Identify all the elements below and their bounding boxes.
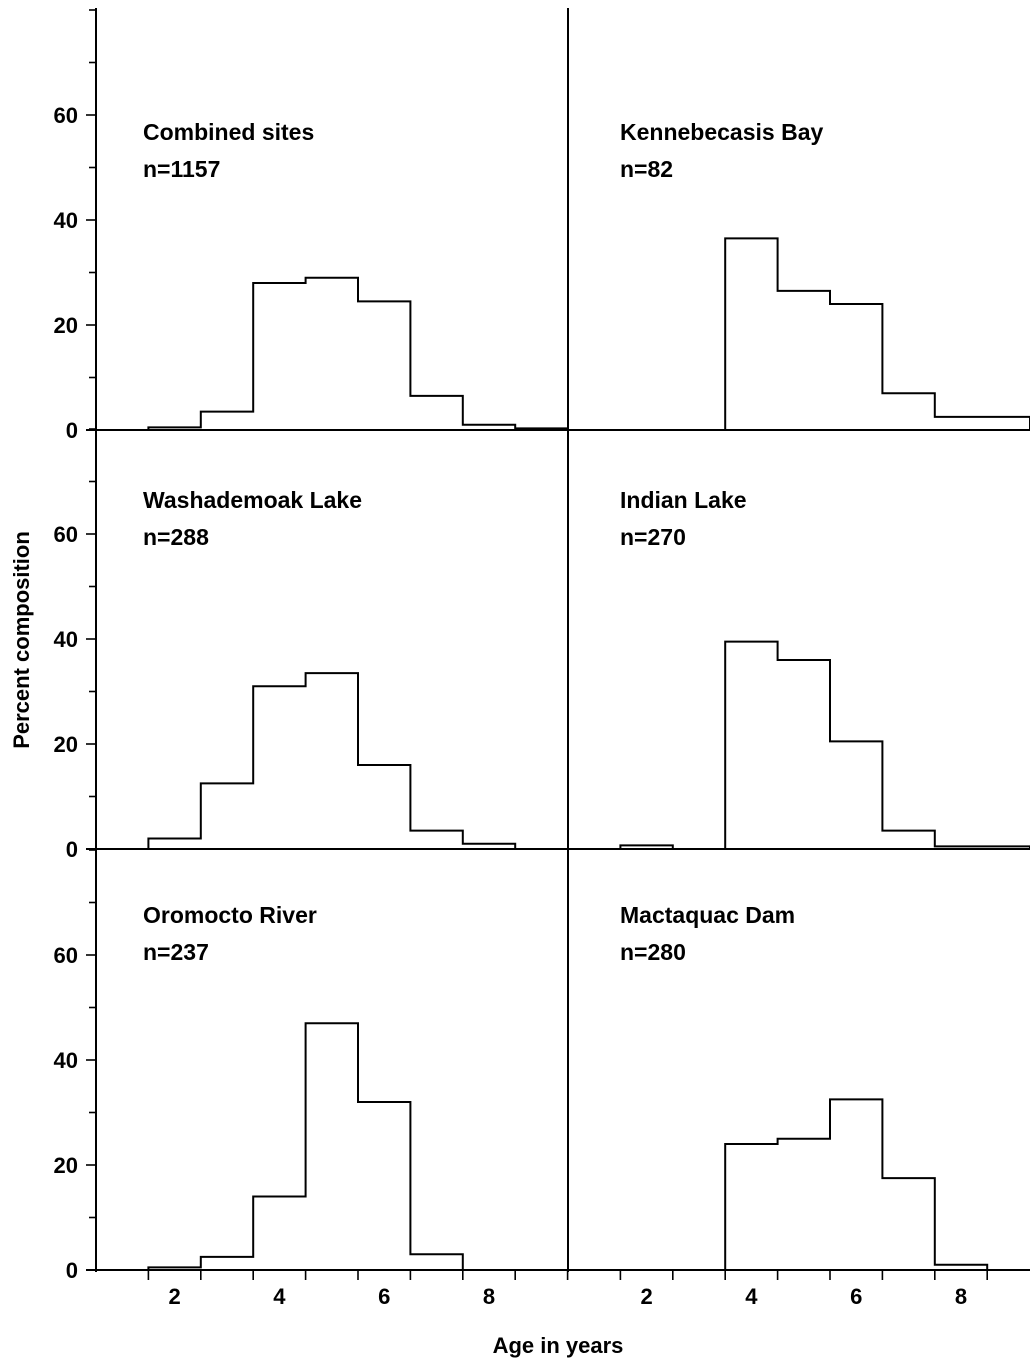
histogram-series-2 — [620, 237, 1030, 431]
panel-sample-size: n=82 — [620, 156, 673, 182]
y-tick-label: 40 — [54, 1048, 78, 1073]
histogram-bar — [253, 1197, 305, 1271]
histogram-bar — [935, 417, 987, 430]
panel-title: Kennebecasis Bay — [620, 119, 823, 145]
x-axis-label: Age in years — [492, 1333, 624, 1358]
x-tick-label: 2 — [640, 1284, 652, 1309]
histogram-bar — [358, 765, 410, 849]
y-axis-label: Percent composition — [9, 531, 34, 749]
histogram-bar — [778, 291, 830, 430]
histogram-bar — [830, 741, 882, 849]
histogram-bar — [778, 1139, 830, 1270]
histogram-bar — [410, 831, 462, 849]
panel-sample-size: n=270 — [620, 524, 686, 550]
panel-title: Indian Lake — [620, 487, 747, 513]
y-tick-label: 40 — [54, 208, 78, 233]
histogram-bar — [725, 238, 777, 430]
x-tick-label: 4 — [745, 1284, 758, 1309]
histogram-bar — [830, 304, 882, 430]
histogram-bar — [201, 1257, 253, 1270]
x-tick-label: 4 — [273, 1284, 286, 1309]
panel-sample-size: n=1157 — [143, 156, 220, 182]
histogram-series-5 — [147, 1022, 568, 1271]
y-tick-label: 60 — [54, 103, 78, 128]
histogram-bar — [253, 283, 305, 430]
x-tick-label: 6 — [850, 1284, 862, 1309]
histogram-bar — [725, 642, 777, 849]
x-tick-label: 6 — [378, 1284, 390, 1309]
histogram-series-6 — [620, 1098, 1030, 1271]
histogram-bar — [306, 278, 358, 430]
histogram-bar — [358, 1102, 410, 1270]
y-tick-label: 60 — [54, 522, 78, 547]
panel-title: Mactaquac Dam — [620, 902, 795, 928]
panel-sample-size: n=237 — [143, 939, 209, 965]
histogram-bar — [358, 301, 410, 430]
panel-sample-size: n=280 — [620, 939, 686, 965]
histogram-series-1 — [147, 276, 569, 430]
y-tick-label: 20 — [54, 313, 78, 338]
histogram-series-4 — [619, 640, 1030, 850]
x-tick-label: 8 — [483, 1284, 495, 1309]
y-tick-label: 0 — [66, 418, 78, 443]
histogram-bar — [725, 1144, 777, 1270]
histogram-bar — [830, 1099, 882, 1270]
y-tick-label: 20 — [54, 1153, 78, 1178]
y-tick-label: 0 — [66, 1258, 78, 1283]
histogram-bar — [987, 417, 1030, 430]
histogram-bar — [882, 1178, 934, 1270]
y-tick-label: 20 — [54, 732, 78, 757]
panel-sample-size: n=288 — [143, 524, 209, 550]
panel-title: Combined sites — [143, 119, 314, 145]
histogram-bar — [306, 1023, 358, 1270]
histogram-bar — [410, 1254, 462, 1270]
histogram-bar — [778, 660, 830, 849]
y-tick-label: 40 — [54, 627, 78, 652]
histogram-bar — [201, 412, 253, 430]
x-tick-label: 2 — [168, 1284, 180, 1309]
panel-title: Washademoak Lake — [143, 487, 362, 513]
histogram-bar — [201, 783, 253, 849]
histogram-bar — [410, 396, 462, 430]
histogram-bar — [882, 393, 934, 430]
y-tick-label: 0 — [66, 837, 78, 862]
y-tick-label: 60 — [54, 943, 78, 968]
histogram-bar — [306, 673, 358, 849]
histogram-bar — [148, 839, 200, 850]
histogram-series-3 — [147, 672, 568, 850]
panel-title: Oromocto River — [143, 902, 317, 928]
x-tick-label: 8 — [955, 1284, 967, 1309]
histogram-bar — [882, 831, 934, 849]
histogram-bar — [253, 686, 305, 849]
